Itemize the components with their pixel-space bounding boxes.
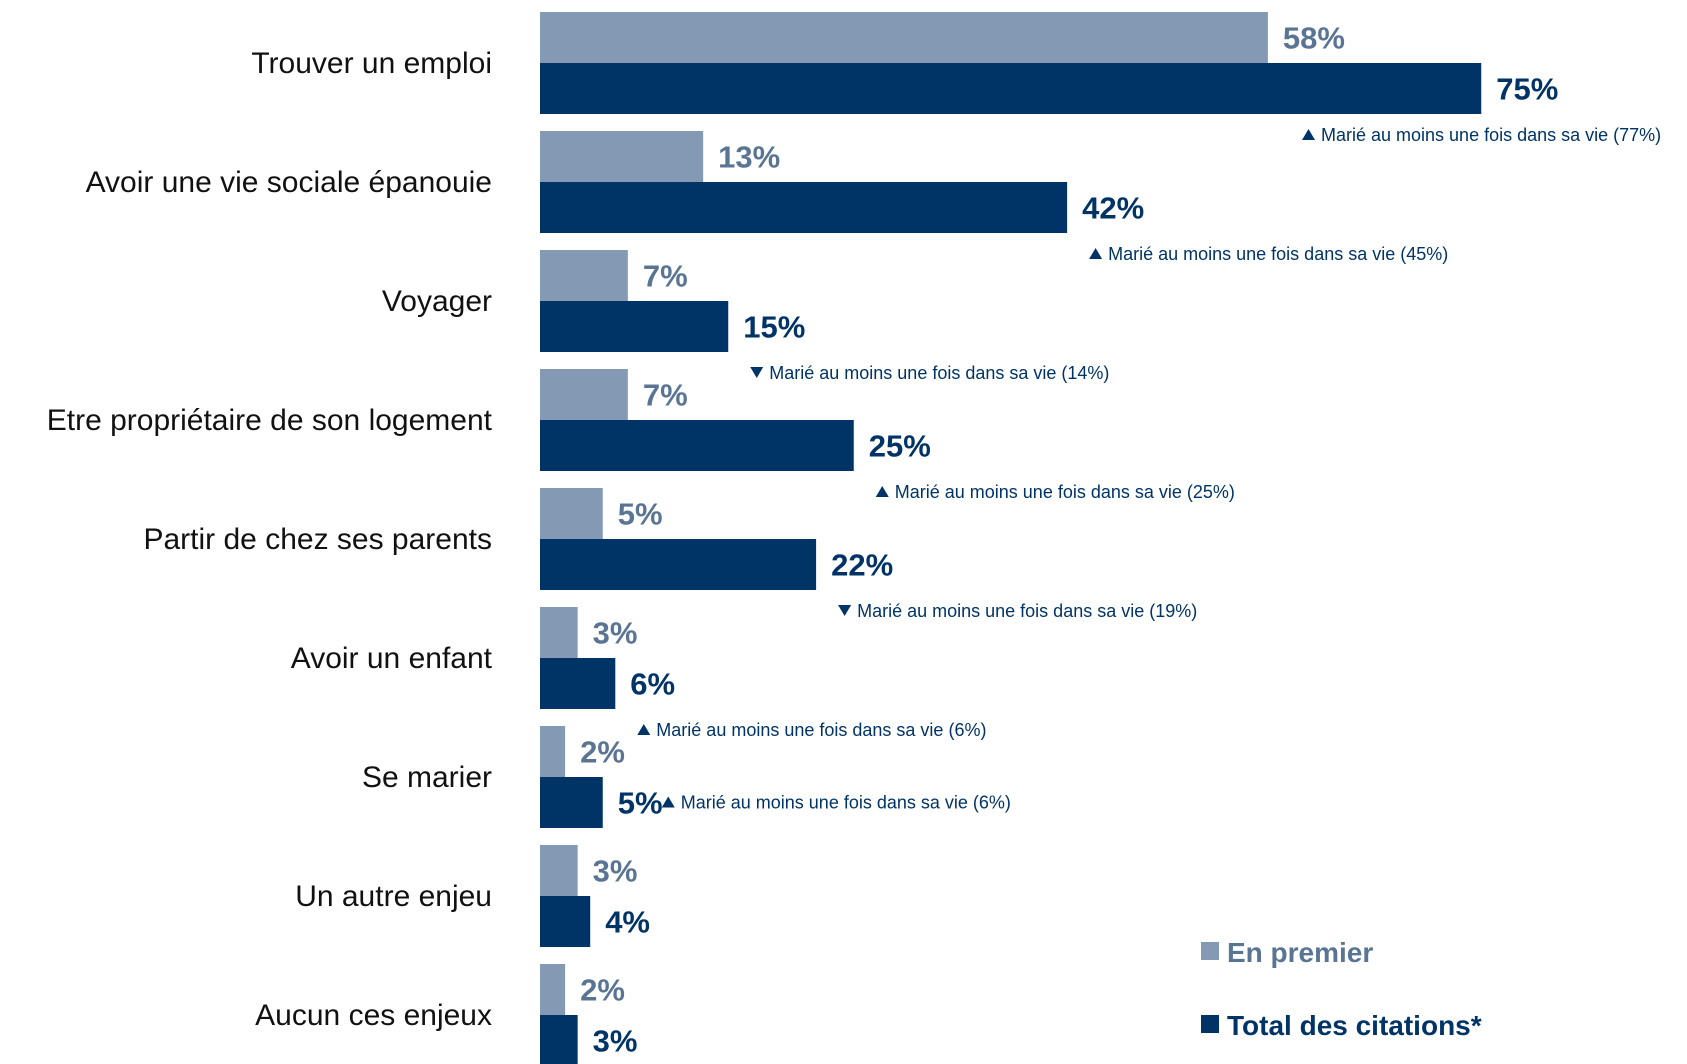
bar-total-citations [540,539,817,590]
category-labels: Trouver un emploi Avoir une vie sociale é… [47,47,493,1032]
legend-en-premier-label: En premier [1227,937,1373,968]
category-label: Se marier [362,761,492,794]
bar-en-premier [540,250,628,301]
data-label-en-premier: 5% [618,497,663,532]
bar-total-citations [540,182,1068,233]
category-label: Trouver un emploi [251,47,492,80]
category-label: Aucun ces enjeux [255,999,492,1032]
triangle-down-icon [750,367,764,378]
bar-en-premier [540,131,704,182]
triangle-down-icon [838,605,852,616]
bar-total-citations [540,63,1482,114]
annotation-text: Marié au moins une fois dans sa vie (14%… [769,363,1109,383]
annotation-text: Marié au moins une fois dans sa vie (6%) [681,793,1011,813]
annotation-text: Marié au moins une fois dans sa vie (45%… [1108,244,1448,264]
data-label-en-premier: 2% [580,973,625,1008]
data-label-total-citations: 15% [743,310,805,345]
bar-total-citations [540,777,603,828]
bar-total-citations [540,1015,578,1064]
category-label: Partir de chez ses parents [143,523,492,556]
bar-total-citations [540,896,591,947]
annotations: Marié au moins une fois dans sa vie (77%… [637,125,1661,813]
category-label: Avoir un enfant [291,642,493,675]
data-label-en-premier: 7% [643,378,688,413]
data-label-en-premier: 7% [643,259,688,294]
legend-total-citations-label: Total des citations* [1227,1010,1482,1041]
data-label-en-premier: 3% [593,854,638,889]
bar-en-premier [540,607,578,658]
bars [540,12,1482,1064]
data-label-total-citations: 25% [869,429,931,464]
bar-total-citations [540,301,729,352]
bar-en-premier [540,964,566,1015]
data-label-en-premier: 13% [718,140,780,175]
triangle-up-icon [1302,129,1315,140]
annotation-text: Marié au moins une fois dans sa vie (25%… [895,482,1235,502]
bar-en-premier [540,845,578,896]
triangle-up-icon [637,724,651,735]
category-label: Un autre enjeu [295,880,492,913]
bar-total-citations [540,658,616,709]
data-label-en-premier: 58% [1283,21,1345,56]
triangle-up-icon [661,796,675,808]
annotation-text: Marié au moins une fois dans sa vie (6%) [656,720,986,740]
data-label-total-citations: 6% [630,667,675,702]
annotation-text: Marié au moins une fois dans sa vie (77%… [1321,125,1661,145]
data-label-en-premier: 3% [593,616,638,651]
data-label-total-citations: 4% [605,905,650,940]
annotation-text: Marié au moins une fois dans sa vie (19%… [857,601,1197,621]
triangle-up-icon [1089,248,1103,259]
bar-en-premier [540,369,628,420]
data-label-total-citations: 75% [1496,72,1558,107]
category-label: Voyager [382,285,492,318]
triangle-up-icon [875,486,889,497]
legend: En premier Total des citations* [1201,937,1482,1041]
value-labels: 58%75%13%42%7%15%7%25%5%22%3%6%2%5%3%4%2… [580,21,1558,1059]
category-label: Avoir une vie sociale épanouie [86,166,492,199]
bar-en-premier [540,12,1268,63]
data-label-total-citations: 5% [618,786,663,821]
bar-en-premier [540,488,603,539]
legend-en-premier-swatch [1201,942,1219,960]
legend-total-citations-swatch [1201,1015,1219,1033]
data-label-total-citations: 42% [1082,191,1144,226]
bar-en-premier [540,726,566,777]
data-label-total-citations: 22% [831,548,893,583]
bar-total-citations [540,420,854,471]
data-label-total-citations: 3% [593,1024,638,1059]
category-label: Etre propriétaire de son logement [47,404,493,437]
data-label-en-premier: 2% [580,735,625,770]
